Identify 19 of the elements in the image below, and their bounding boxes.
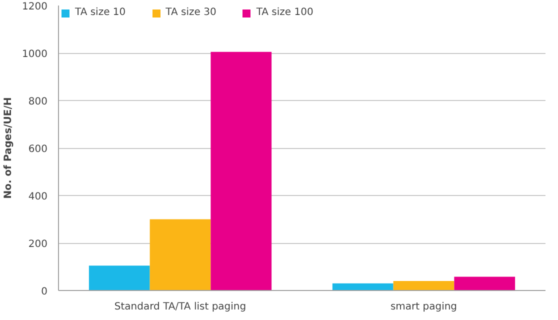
bar (332, 283, 394, 290)
y-tick-label: 800 (28, 96, 48, 108)
legend-label: TA size 30 (166, 7, 216, 18)
y-tick-label: 400 (28, 192, 48, 202)
y-tick-label: 1200 (22, 2, 48, 12)
bar (393, 281, 454, 290)
y-tick-label: 1000 (22, 49, 48, 60)
x-tick-label: Standard TA/TA list paging (114, 302, 246, 312)
y-axis-title: No. of Pages/UE/H (3, 97, 14, 199)
y-tick-label: 200 (28, 239, 48, 250)
y-tick-label: 0 (41, 286, 48, 298)
bar (454, 276, 516, 290)
x-tick-label: smart paging (390, 302, 458, 312)
bar (88, 266, 150, 290)
y-tick-label: 600 (28, 144, 48, 155)
legend-label: TA size 100 (256, 7, 314, 18)
bar (210, 52, 272, 290)
legend-label: TA size 10 (75, 7, 126, 18)
bar (150, 219, 211, 290)
